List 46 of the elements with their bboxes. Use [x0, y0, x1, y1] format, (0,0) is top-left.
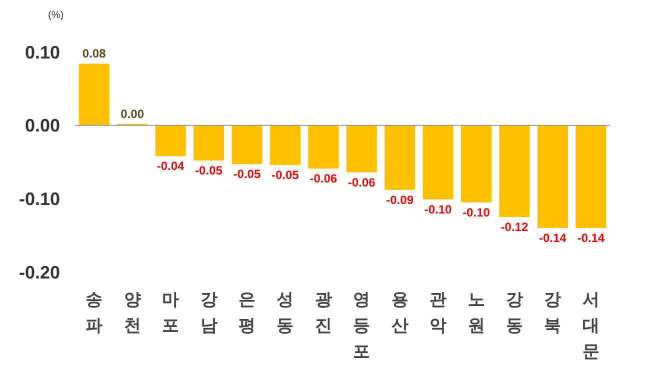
bar — [576, 125, 606, 228]
bar — [155, 125, 186, 156]
bar — [384, 125, 416, 190]
bar — [308, 125, 339, 169]
bar — [193, 125, 224, 161]
data-label: -0.14 — [577, 231, 605, 245]
x-tick-label: 영등포 — [353, 290, 370, 361]
bar — [422, 125, 454, 200]
data-label: -0.12 — [500, 220, 528, 234]
x-tick-label: 광진 — [314, 290, 332, 335]
bar — [460, 125, 492, 202]
data-label: 0.08 — [82, 46, 106, 61]
y-tick-label: 0.00 — [24, 116, 60, 136]
data-label: -0.04 — [156, 159, 185, 174]
x-tick-label: 강동 — [506, 290, 523, 335]
data-label: 0.00 — [120, 106, 144, 121]
x-tick-label: 은평 — [238, 290, 256, 335]
x-tick-label: 마포 — [162, 290, 180, 335]
data-label: -0.14 — [539, 231, 567, 245]
x-tick-label: 강남 — [200, 290, 218, 335]
x-tick-label: 서대문 — [582, 290, 600, 361]
x-tick-label: 성동 — [276, 290, 294, 335]
x-tick-label: 노원 — [468, 290, 485, 335]
data-label: -0.05 — [233, 167, 261, 182]
data-label: -0.05 — [195, 164, 223, 178]
data-label: -0.10 — [424, 202, 452, 216]
y-tick-label: 0.10 — [24, 42, 60, 62]
x-tick-label: 강북 — [544, 290, 562, 335]
x-tick-label: 관악 — [430, 290, 447, 335]
data-label: -0.09 — [386, 192, 414, 207]
x-tick-label: 용산 — [391, 290, 408, 335]
y-tick-label: -0.20 — [18, 262, 60, 282]
bar — [78, 64, 110, 126]
y-tick-label: -0.10 — [18, 188, 60, 209]
bar — [499, 125, 530, 217]
data-label: -0.06 — [310, 172, 338, 186]
bar — [232, 125, 262, 164]
y-axis-title: (%) — [48, 10, 64, 21]
bar — [537, 125, 568, 228]
bar — [346, 125, 377, 172]
data-label: -0.10 — [462, 205, 490, 220]
bar — [270, 125, 300, 165]
x-tick-label: 양천 — [124, 290, 141, 335]
data-label: -0.06 — [348, 175, 376, 190]
data-label: -0.05 — [272, 168, 300, 182]
x-tick-label: 송파 — [86, 290, 103, 335]
